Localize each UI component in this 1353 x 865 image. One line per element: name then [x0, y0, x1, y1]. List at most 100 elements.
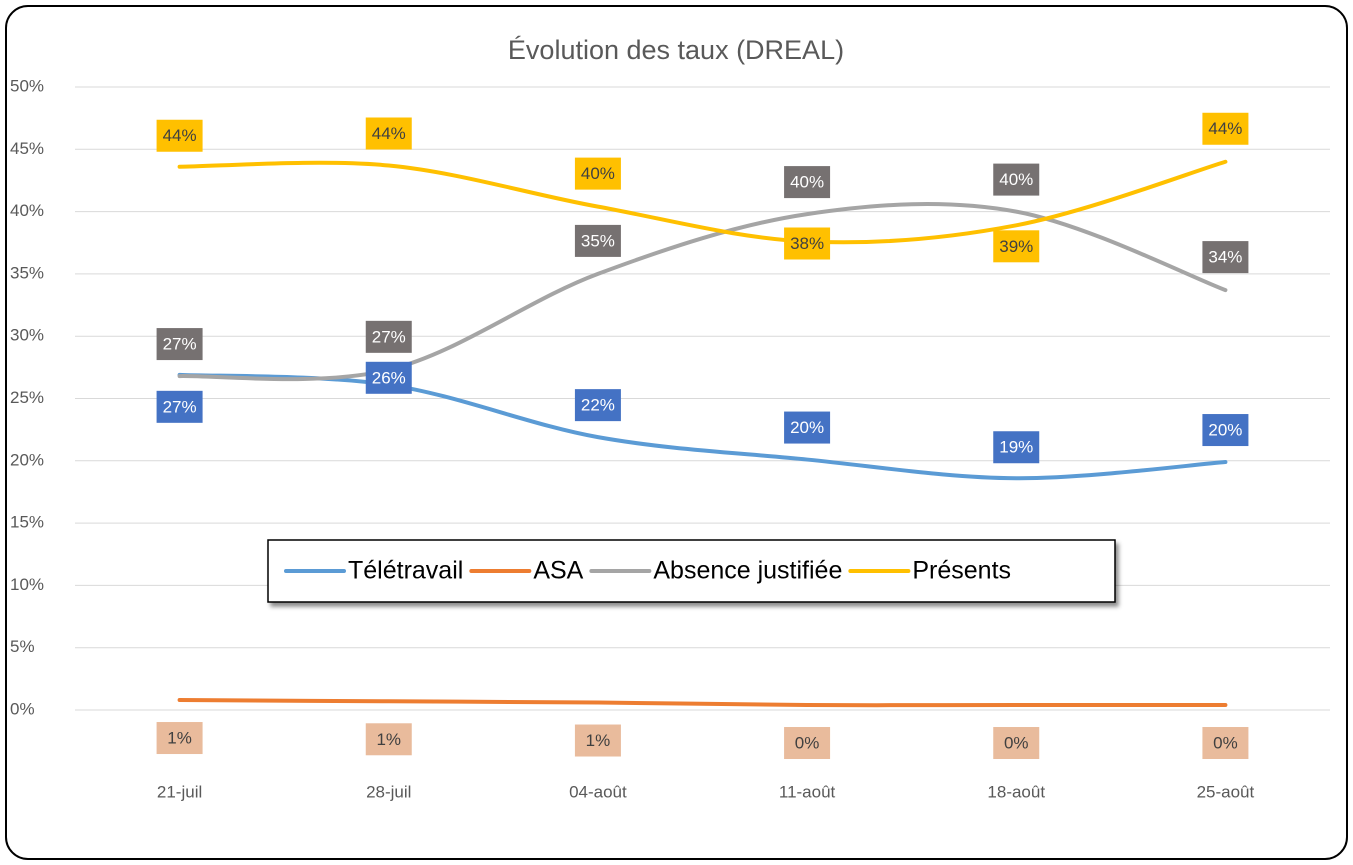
chart-border [5, 5, 1348, 860]
data-label-box [574, 389, 621, 422]
legend: Télétravail ASA Absence justifiée Présents [267, 539, 1116, 603]
data-label-text: 27% [163, 335, 197, 354]
data-label: 40% [574, 157, 621, 190]
series-line [177, 372, 1228, 481]
data-label-text: 20% [790, 418, 824, 437]
data-label-box [365, 723, 412, 756]
legend-label: ASA [533, 557, 583, 585]
legend-label: Absence justifiée [653, 557, 842, 585]
data-label-box [1202, 241, 1249, 274]
data-label: 20% [784, 411, 831, 444]
data-label: 19% [993, 431, 1040, 464]
data-label-box [1202, 727, 1249, 760]
data-label-box [365, 117, 412, 150]
data-label-box [1202, 414, 1249, 447]
data-label-text: 27% [163, 397, 197, 416]
data-label-text: 44% [1208, 119, 1242, 138]
x-tick-label: 04-août [569, 782, 627, 801]
data-label: 34% [1202, 241, 1249, 274]
data-label-box [574, 224, 621, 257]
data-label-text: 39% [999, 237, 1033, 256]
data-label-text: 44% [163, 126, 197, 145]
data-label-text: 27% [372, 327, 406, 346]
data-label: 44% [365, 117, 412, 150]
data-label-text: 1% [376, 730, 401, 749]
data-label-box [365, 320, 412, 353]
y-tick-label: 35% [10, 263, 44, 282]
data-label-box [993, 727, 1040, 760]
data-label-box [365, 361, 412, 394]
legend-box [267, 539, 1116, 603]
data-label-box [574, 724, 621, 757]
y-tick-label: 5% [10, 637, 35, 656]
data-label-text: 1% [586, 731, 611, 750]
data-label: 26% [365, 361, 412, 394]
x-tick-label: 21-juil [157, 782, 202, 801]
data-label-text: 35% [581, 231, 615, 250]
data-label: 27% [156, 390, 203, 423]
data-label: 44% [156, 119, 203, 152]
y-tick-label: 30% [10, 326, 44, 345]
data-label-text: 0% [795, 734, 820, 753]
data-label-text: 40% [999, 170, 1033, 189]
data-label-text: 1% [167, 729, 192, 748]
x-tick-label: 28-juil [366, 782, 411, 801]
data-label-box [156, 119, 203, 152]
data-label-box [784, 411, 831, 444]
data-label: 0% [1202, 727, 1249, 760]
data-label-box [156, 328, 203, 361]
legend-label: Présents [912, 557, 1011, 585]
data-label-box [156, 390, 203, 423]
data-label-box [993, 431, 1040, 464]
data-label-text: 22% [581, 396, 615, 415]
data-label-text: 40% [790, 173, 824, 192]
data-label-text: 40% [581, 164, 615, 183]
data-label: 1% [574, 724, 621, 757]
data-label: 38% [784, 227, 831, 260]
x-tick-label: 18-août [987, 782, 1045, 801]
data-label: 40% [784, 166, 831, 199]
data-label-text: 34% [1208, 248, 1242, 267]
y-tick-label: 25% [10, 388, 44, 407]
data-label: 44% [1202, 112, 1249, 145]
y-tick-label: 50% [10, 76, 44, 95]
data-label-box [993, 230, 1040, 263]
data-label-text: 0% [1004, 734, 1029, 753]
data-label: 27% [365, 320, 412, 353]
y-tick-label: 40% [10, 201, 44, 220]
data-label: 20% [1202, 414, 1249, 447]
chart-title: Évolution des taux (DREAL) [508, 35, 844, 65]
data-label-box [1202, 112, 1249, 145]
data-label: 40% [993, 163, 1040, 196]
data-label-box [784, 727, 831, 760]
legend-label: Télétravail [348, 557, 463, 585]
data-label: 0% [784, 727, 831, 760]
data-label-text: 38% [790, 234, 824, 253]
data-label-text: 44% [372, 124, 406, 143]
data-label: 1% [156, 722, 203, 755]
series-line [177, 698, 1228, 708]
data-label-text: 0% [1213, 734, 1238, 753]
data-label-text: 26% [372, 368, 406, 387]
x-tick-label: 11-août [779, 782, 836, 801]
y-tick-label: 20% [10, 450, 44, 469]
y-tick-label: 10% [10, 575, 44, 594]
data-label: 0% [993, 727, 1040, 760]
data-label: 39% [993, 230, 1040, 263]
data-label-box [784, 166, 831, 199]
data-label-text: 20% [1208, 421, 1242, 440]
data-label-box [784, 227, 831, 260]
data-label-box [993, 163, 1040, 196]
y-tick-label: 0% [10, 699, 35, 718]
data-label-text: 19% [999, 438, 1033, 457]
data-label: 1% [365, 723, 412, 756]
y-tick-label: 15% [10, 513, 44, 532]
data-label: 35% [574, 224, 621, 257]
data-label-box [156, 722, 203, 755]
data-label-box [574, 157, 621, 190]
data-label: 27% [156, 328, 203, 361]
y-tick-label: 45% [10, 139, 44, 158]
x-tick-label: 25-août [1197, 782, 1255, 801]
series-line [177, 159, 1228, 245]
